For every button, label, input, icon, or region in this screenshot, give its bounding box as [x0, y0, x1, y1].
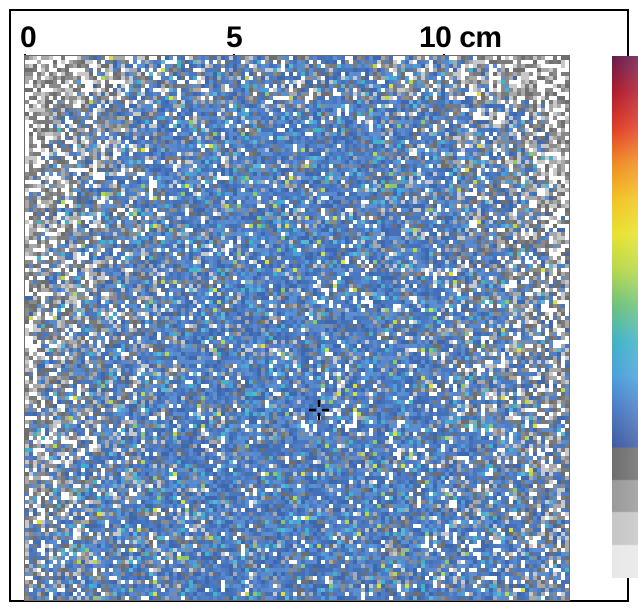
crosshair-icon: [309, 400, 329, 420]
scale-label-5: 5: [226, 21, 243, 54]
heatmap-panel: [24, 55, 570, 601]
scale-label-10-cm: 10 cm: [419, 21, 502, 54]
colorbar-gradient: [612, 56, 638, 578]
colorbar: [612, 56, 638, 578]
scale-label-0: 0: [20, 21, 37, 54]
heatmap-pixels: [25, 56, 569, 600]
